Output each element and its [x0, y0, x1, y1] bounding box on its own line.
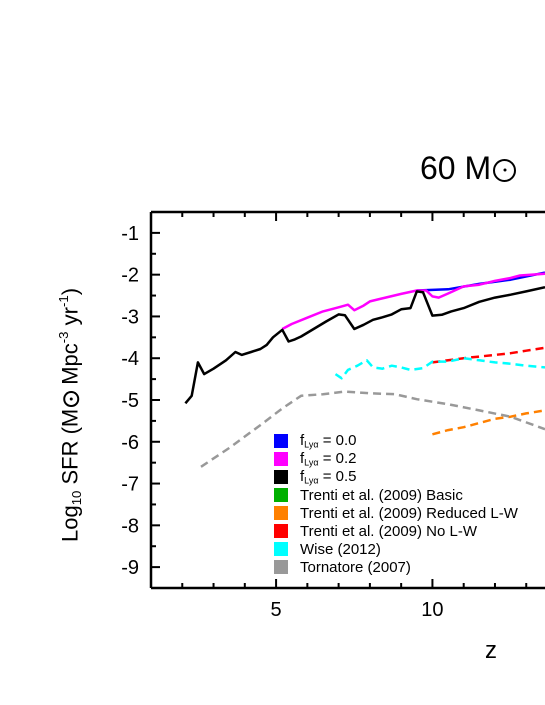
y-axis-label: Log10 SFR (M Mpc-3 yr-1) [56, 288, 84, 542]
legend-swatch [274, 434, 288, 448]
y-tick-label: -8 [121, 515, 139, 537]
legend-subscript: Lyα [304, 475, 319, 486]
legend-text: Tornatore (2007) [300, 558, 411, 576]
legend-text: Trenti et al. (2009) Reduced L-W [300, 504, 518, 522]
legend-item: Trenti et al. (2009) No L-W [274, 522, 518, 540]
series-line-1 [281, 272, 545, 331]
legend-text: = 0.2 [318, 450, 357, 468]
legend-swatch [274, 452, 288, 466]
y-tick-label: -6 [121, 432, 139, 454]
legend-subscript: Lyα [304, 457, 319, 468]
legend-swatch [274, 470, 288, 484]
y-tick-label: -3 [121, 306, 139, 328]
legend-label: fLyα = 0.5 [300, 468, 357, 485]
x-tick-label: 5 [271, 599, 282, 621]
legend-swatch [274, 560, 288, 574]
solar-symbol-icon [63, 390, 80, 407]
legend-prefix: f [300, 432, 305, 450]
legend-label: Tornatore (2007) [300, 559, 411, 576]
series-layer [184, 271, 545, 468]
legend-text: = 0.5 [318, 468, 357, 486]
y-tick-label: -9 [121, 557, 139, 579]
chart-title-text: 60 M [420, 150, 492, 186]
legend-item: fLyα = 0.2 [274, 450, 518, 468]
y-label-exp-yr: -1 [56, 295, 72, 308]
legend-text: = 0.0 [318, 432, 357, 450]
legend-item: Trenti et al. (2009) Basic [274, 486, 518, 504]
y-label-sfr: SFR (M [57, 408, 83, 491]
legend: fLyα = 0.0 fLyα = 0.2 fLyα = 0.5 Trenti et … [274, 432, 518, 576]
solar-symbol-icon [493, 158, 517, 182]
legend-swatch [274, 506, 288, 520]
y-label-log: Log [57, 505, 83, 543]
legend-item: fLyα = 0.5 [274, 468, 518, 486]
y-tick-label: -1 [121, 223, 139, 245]
legend-prefix: f [300, 450, 305, 468]
legend-text: Trenti et al. (2009) Basic [300, 486, 463, 504]
x-axis-label: z [485, 637, 497, 664]
legend-swatch [274, 524, 288, 538]
legend-swatch [274, 542, 288, 556]
chart-title: 60 M [420, 150, 517, 187]
series-line-5 [334, 356, 545, 380]
legend-label: Trenti et al. (2009) Reduced L-W [300, 505, 518, 522]
legend-label: fLyα = 0.0 [300, 432, 357, 449]
legend-item: Trenti et al. (2009) Reduced L-W [274, 504, 518, 522]
y-label-mpc: Mpc [57, 343, 83, 391]
legend-label: Trenti et al. (2009) Basic [300, 487, 463, 504]
axes-layer: 5 10 -1 -2 -3 -4 -5 -6 -7 -8 -9 [121, 210, 545, 621]
legend-text: Wise (2012) [300, 540, 381, 558]
y-label-log-base: 10 [68, 490, 84, 506]
legend-item: fLyα = 0.0 [274, 432, 518, 450]
legend-label: Wise (2012) [300, 541, 381, 558]
legend-prefix: f [300, 468, 305, 486]
legend-text: Trenti et al. (2009) No L-W [300, 522, 478, 540]
y-tick-label: -4 [121, 348, 139, 370]
series-line-2 [184, 285, 545, 405]
legend-swatch [274, 488, 288, 502]
legend-label: fLyα = 0.2 [300, 450, 357, 467]
legend-label: Trenti et al. (2009) No L-W [300, 523, 477, 540]
legend-item: Tornatore (2007) [274, 558, 518, 576]
y-tick-label: -7 [121, 474, 139, 496]
y-label-close: ) [57, 287, 83, 296]
x-tick-label: 10 [421, 599, 443, 621]
y-tick-label: -2 [121, 265, 139, 287]
series-line-3 [432, 409, 545, 436]
y-label-exp-mpc: -3 [56, 331, 72, 344]
y-label-yr: yr [57, 307, 83, 332]
y-tick-label: -5 [121, 390, 139, 412]
legend-item: Wise (2012) [274, 540, 518, 558]
legend-subscript: Lyα [304, 439, 319, 450]
series-line-4 [432, 346, 545, 364]
